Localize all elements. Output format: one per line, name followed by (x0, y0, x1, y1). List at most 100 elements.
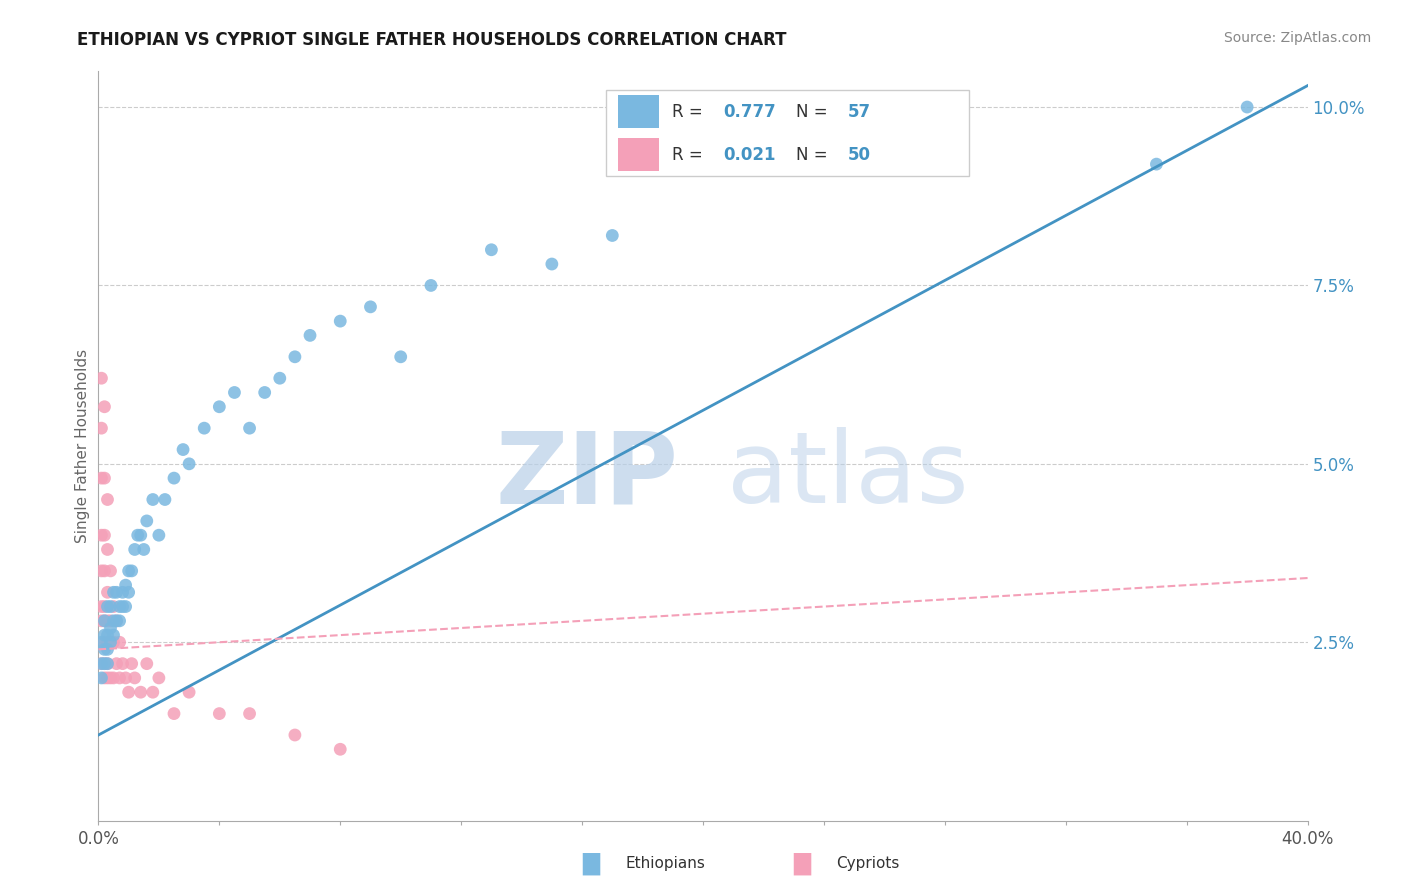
Point (105, 585, 128, 599)
Point (142, 685, 165, 699)
Point (93, 657, 115, 671)
Point (103, 635, 125, 649)
Point (299, 328, 322, 343)
Point (90, 471, 112, 485)
Point (148, 528, 170, 542)
Point (93, 657, 115, 671)
Point (93, 564, 115, 578)
Point (135, 657, 157, 671)
Point (100, 635, 122, 649)
Point (253, 385, 276, 400)
Point (163, 706, 186, 721)
Point (179, 457, 201, 471)
Point (179, 685, 201, 699)
Point (114, 599, 136, 614)
Point (269, 371, 291, 385)
Point (124, 671, 146, 685)
Point (105, 657, 128, 671)
Point (96, 671, 118, 685)
Point (114, 578, 136, 592)
Text: R =: R = (672, 145, 707, 164)
Point (96, 614, 118, 628)
Point (103, 628, 125, 642)
Point (111, 599, 134, 614)
Point (360, 300, 382, 314)
Point (93, 614, 115, 628)
Point (96, 657, 118, 671)
FancyBboxPatch shape (619, 95, 659, 128)
Text: Ethiopians: Ethiopians (626, 856, 706, 871)
FancyBboxPatch shape (619, 138, 659, 171)
Point (96, 599, 118, 614)
Point (193, 421, 215, 435)
Text: ETHIOPIAN VS CYPRIOT SINGLE FATHER HOUSEHOLDS CORRELATION CHART: ETHIOPIAN VS CYPRIOT SINGLE FATHER HOUSE… (77, 31, 787, 49)
Point (284, 350, 307, 364)
Point (93, 628, 115, 642)
Point (692, 136, 714, 150)
Point (108, 599, 131, 614)
Point (90, 657, 112, 671)
Point (90, 614, 112, 628)
Point (540, 257, 562, 271)
Point (93, 599, 115, 614)
Point (96, 635, 118, 649)
Point (90, 528, 112, 542)
Point (90, 371, 112, 385)
Text: N =: N = (796, 103, 832, 120)
Point (208, 400, 231, 414)
Point (100, 671, 122, 685)
Point (121, 564, 143, 578)
Point (93, 635, 115, 649)
Text: 0.777: 0.777 (724, 103, 776, 120)
Point (124, 542, 146, 557)
Point (329, 742, 352, 756)
Point (103, 585, 125, 599)
Point (284, 728, 307, 742)
FancyBboxPatch shape (606, 90, 969, 177)
Text: Source: ZipAtlas.com: Source: ZipAtlas.com (1223, 31, 1371, 45)
Point (129, 685, 152, 699)
Point (602, 228, 624, 243)
Point (481, 243, 503, 257)
Text: Cypriots: Cypriots (837, 856, 900, 871)
Point (90, 635, 112, 649)
Point (90, 657, 112, 671)
Point (100, 564, 122, 578)
Text: ZIP: ZIP (496, 427, 679, 524)
Point (1236, 100, 1258, 114)
Point (93, 400, 115, 414)
Point (93, 471, 115, 485)
Point (90, 421, 112, 435)
Point (108, 614, 131, 628)
Point (90, 599, 112, 614)
Point (93, 642, 115, 657)
Point (172, 442, 194, 457)
Point (100, 621, 122, 635)
Point (96, 585, 118, 599)
Point (108, 671, 131, 685)
Point (121, 657, 143, 671)
Point (96, 628, 118, 642)
Point (93, 614, 115, 628)
Point (224, 385, 246, 400)
Point (105, 614, 128, 628)
Text: 50: 50 (848, 145, 872, 164)
Point (96, 642, 118, 657)
Y-axis label: Single Father Households: Single Father Households (75, 349, 90, 543)
Point (389, 350, 412, 364)
Point (329, 314, 352, 328)
Point (96, 657, 118, 671)
Text: 57: 57 (848, 103, 872, 120)
Point (118, 564, 141, 578)
Point (96, 542, 118, 557)
Point (93, 528, 115, 542)
Point (208, 706, 231, 721)
Point (100, 599, 122, 614)
Point (153, 492, 176, 507)
Point (90, 671, 112, 685)
Text: R =: R = (672, 103, 707, 120)
Point (129, 528, 152, 542)
Text: █: █ (582, 852, 599, 875)
Text: atlas: atlas (727, 427, 969, 524)
Point (90, 564, 112, 578)
